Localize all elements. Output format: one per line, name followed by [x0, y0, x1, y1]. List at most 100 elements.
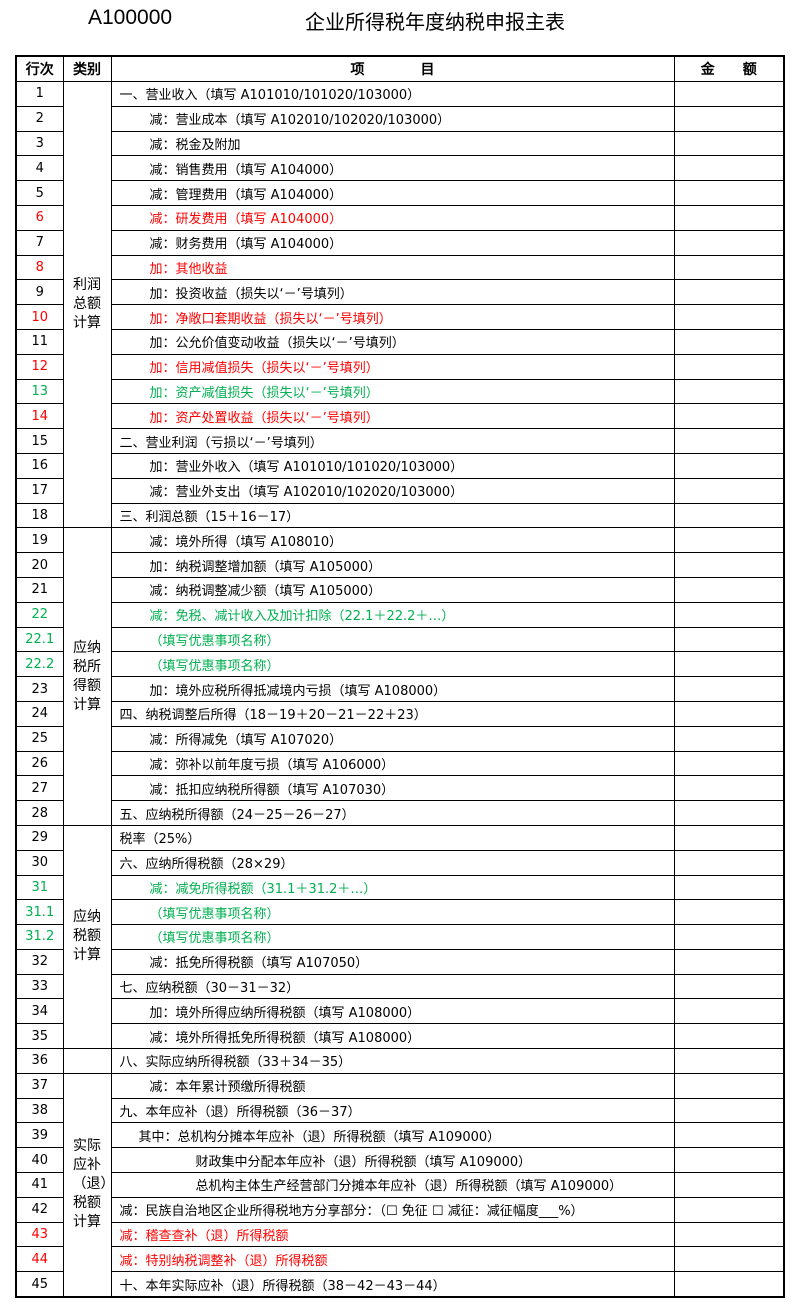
row-number: 18	[15, 502, 64, 529]
row-number: 33	[15, 973, 64, 1000]
amount-input[interactable]	[673, 1122, 785, 1149]
amount-input[interactable]	[673, 353, 785, 380]
table-row: 41 总机构主体生产经营部门分摊本年应补（退）所得税额（填写 A109000）	[15, 1172, 785, 1198]
amount-input[interactable]	[673, 279, 785, 306]
amount-input[interactable]	[673, 254, 785, 281]
amount-input[interactable]	[673, 105, 785, 132]
amount-input[interactable]	[673, 1048, 785, 1074]
table-row: 13 加：资产减值损失（损失以‘－’号填列）	[15, 378, 785, 405]
item-label: 减：本年累计预缴所得税额	[110, 1072, 675, 1099]
row-number: 26	[15, 750, 64, 777]
amount-input[interactable]	[673, 651, 785, 678]
table-row: 22.1 （填写优惠事项名称）	[15, 626, 785, 653]
row-number: 31.2	[15, 924, 64, 950]
table-row: 45 十、本年实际应补（退）所得税额（38－42－43－44）	[15, 1271, 785, 1298]
amount-input[interactable]	[673, 229, 785, 256]
table-row: 31.2 （填写优惠事项名称）	[15, 924, 785, 950]
item-label: 减：抵免所得税额（填写 A107050）	[110, 948, 675, 975]
amount-input[interactable]	[673, 899, 785, 926]
item-label: 减：境外所得（填写 A108010）	[110, 527, 675, 554]
table-row: 17 减：营业外支出（填写 A102010/102020/103000）	[15, 477, 785, 504]
item-label: 加：境外应税所得抵减境内亏损（填写 A108000）	[110, 676, 675, 702]
row-number: 4	[15, 155, 64, 182]
item-label: 其中：总机构分摊本年应补（退）所得税额（填写 A109000）	[110, 1122, 675, 1149]
amount-input[interactable]	[673, 1246, 785, 1273]
item-label: 总机构主体生产经营部门分摊本年应补（退）所得税额（填写 A109000）	[110, 1172, 675, 1198]
amount-input[interactable]	[673, 130, 785, 157]
item-label: 减：营业成本（填写 A102010/102020/103000）	[110, 105, 675, 132]
amount-input[interactable]	[673, 1172, 785, 1198]
amount-input[interactable]	[673, 552, 785, 578]
amount-input[interactable]	[673, 155, 785, 182]
amount-input[interactable]	[673, 1221, 785, 1248]
amount-input[interactable]	[673, 874, 785, 901]
item-label: 加：资产处置收益（损失以‘－’号填列）	[110, 403, 675, 430]
amount-input[interactable]	[673, 180, 785, 206]
amount-input[interactable]	[673, 924, 785, 950]
item-label: 四、纳税调整后所得（18－19＋20－21－22＋23）	[110, 700, 675, 727]
amount-input[interactable]	[673, 1072, 785, 1099]
amount-input[interactable]	[673, 576, 785, 603]
item-label: 减：特别纳税调整补（退）所得税额	[110, 1246, 675, 1273]
amount-input[interactable]	[673, 973, 785, 1000]
table-row: 21 减：纳税调整减少额（填写 A105000）	[15, 576, 785, 603]
amount-input[interactable]	[673, 81, 785, 107]
amount-input[interactable]	[673, 725, 785, 752]
item-label: 加：境外所得应纳所得税额（填写 A108000）	[110, 998, 675, 1025]
row-number: 1	[15, 81, 64, 107]
table-row: 22 减：免税、减计收入及加计扣除（22.1＋22.2＋…）	[15, 601, 785, 628]
amount-input[interactable]	[673, 700, 785, 727]
row-number: 35	[15, 1023, 64, 1050]
amount-input[interactable]	[673, 328, 785, 355]
amount-input[interactable]	[673, 775, 785, 802]
row-number: 11	[15, 328, 64, 355]
row-number: 42	[15, 1196, 64, 1223]
table-row: 24 四、纳税调整后所得（18－19＋20－21－22＋23）	[15, 700, 785, 727]
item-label: 减：民族自治地区企业所得税地方分享部分：（☐ 免征 ☐ 减征：减征幅度___%）	[110, 1196, 675, 1223]
item-label: 加：其他收益	[110, 254, 675, 281]
amount-input[interactable]	[673, 403, 785, 430]
table-row: 31.1 （填写优惠事项名称）	[15, 899, 785, 926]
amount-input[interactable]	[673, 502, 785, 529]
item-label: 减：纳税调整减少额（填写 A105000）	[110, 576, 675, 603]
amount-input[interactable]	[673, 626, 785, 653]
amount-input[interactable]	[673, 1147, 785, 1174]
col-header-amount: 金 额	[673, 55, 785, 82]
amount-input[interactable]	[673, 998, 785, 1025]
amount-input[interactable]	[673, 601, 785, 628]
table-row: 6 减：研发费用（填写 A104000）	[15, 204, 785, 231]
item-label: 九、本年应补（退）所得税额（36－37）	[110, 1097, 675, 1124]
table-row: 3 减：税金及附加	[15, 130, 785, 157]
row-number: 28	[15, 800, 64, 826]
row-number: 14	[15, 403, 64, 430]
row-number: 39	[15, 1122, 64, 1149]
row-number: 45	[15, 1271, 64, 1298]
amount-input[interactable]	[673, 824, 785, 851]
amount-input[interactable]	[673, 204, 785, 231]
item-label: 一、营业收入（填写 A101010/101020/103000）	[110, 81, 675, 107]
amount-input[interactable]	[673, 1097, 785, 1124]
category-cell: 应纳税额计算	[62, 824, 112, 1050]
amount-input[interactable]	[673, 1023, 785, 1050]
amount-input[interactable]	[673, 452, 785, 479]
item-label: 减：减免所得税额（31.1＋31.2＋…）	[110, 874, 675, 901]
amount-input[interactable]	[673, 477, 785, 504]
amount-input[interactable]	[673, 750, 785, 777]
amount-input[interactable]	[673, 527, 785, 554]
amount-input[interactable]	[673, 676, 785, 702]
amount-input[interactable]	[673, 1271, 785, 1298]
amount-input[interactable]	[673, 948, 785, 975]
amount-input[interactable]	[673, 304, 785, 330]
item-label: 减：管理费用（填写 A104000）	[110, 180, 675, 206]
amount-input[interactable]	[673, 378, 785, 405]
amount-input[interactable]	[673, 1196, 785, 1223]
amount-input[interactable]	[673, 428, 785, 454]
table-row: 38 九、本年应补（退）所得税额（36－37）	[15, 1097, 785, 1124]
item-label: 加：纳税调整增加额（填写 A105000）	[110, 552, 675, 578]
amount-input[interactable]	[673, 800, 785, 826]
amount-input[interactable]	[673, 849, 785, 876]
row-number: 32	[15, 948, 64, 975]
table-row: 20 加：纳税调整增加额（填写 A105000）	[15, 552, 785, 578]
row-number: 6	[15, 204, 64, 231]
row-number: 22.2	[15, 651, 64, 678]
